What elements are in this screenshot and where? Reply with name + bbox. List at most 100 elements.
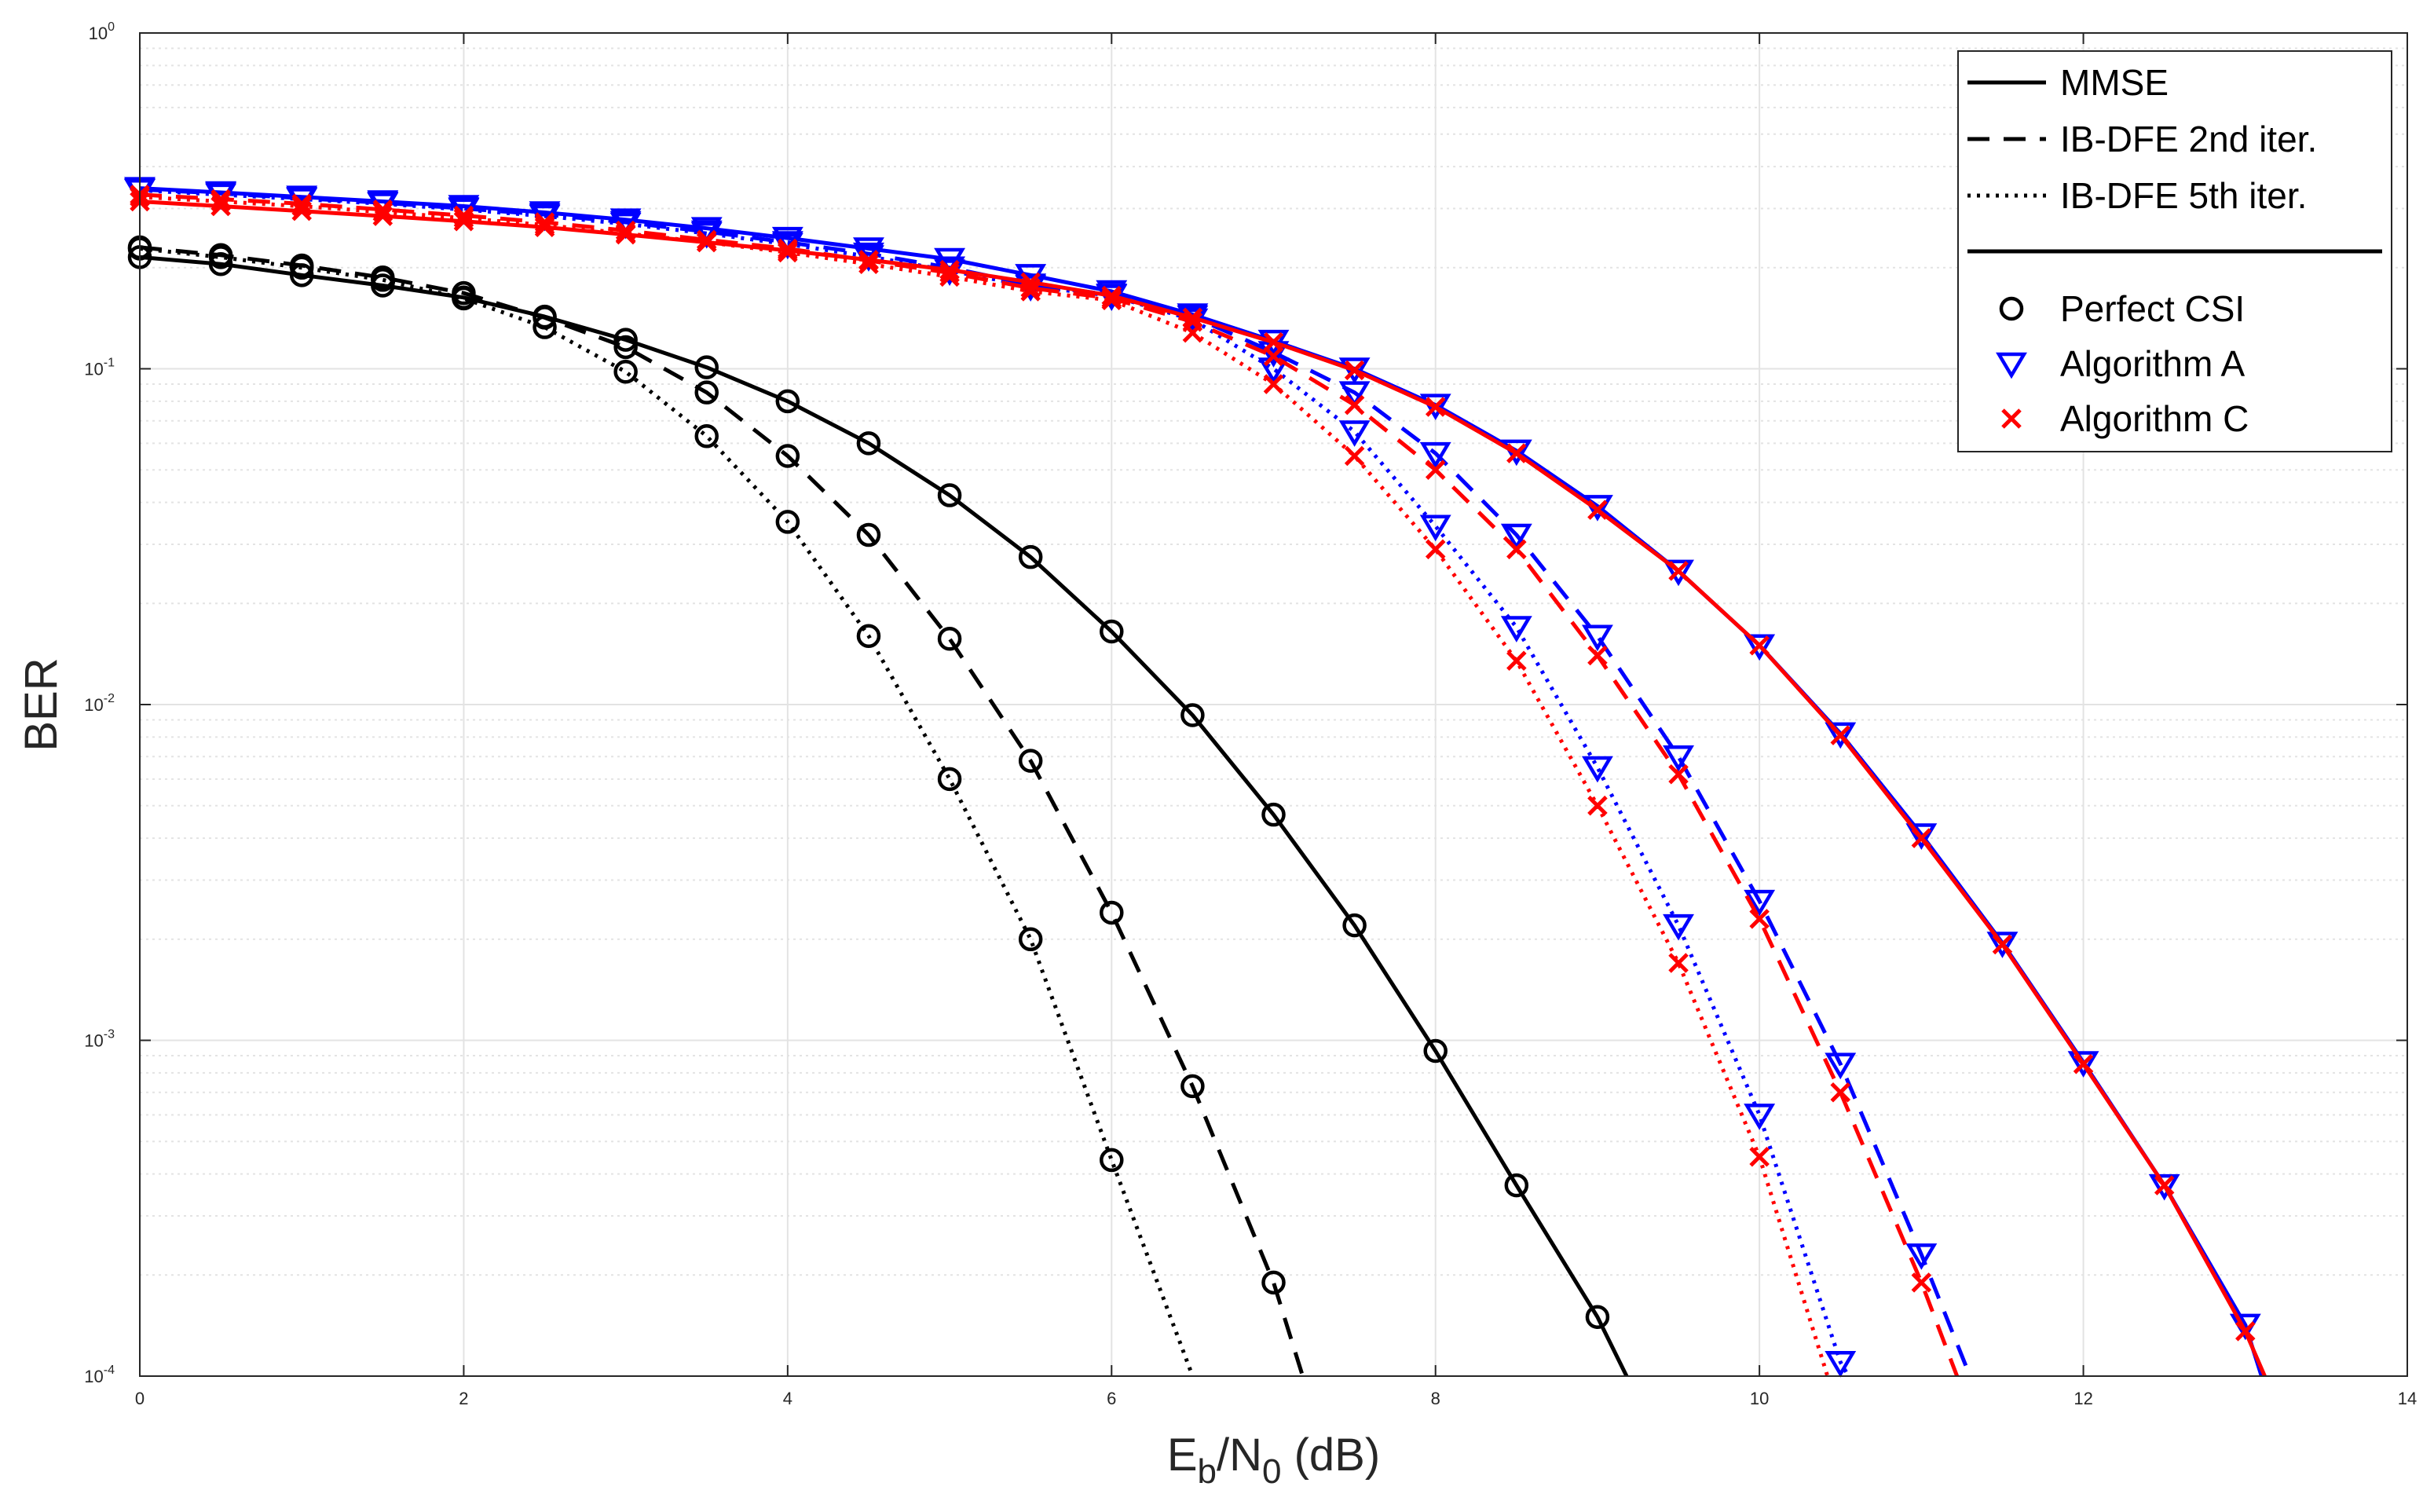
data-point-circle	[1100, 1148, 1124, 1173]
data-point-x	[1749, 909, 1770, 929]
data-point-x	[1425, 397, 1446, 417]
x-axis-title-base: E	[1167, 1430, 1198, 1481]
data-point-x	[1587, 645, 1608, 666]
data-point-triangle	[1986, 932, 2019, 958]
data-point-circle	[937, 627, 962, 651]
x-axis-title: Eb/N0 (dB)	[1167, 1430, 1380, 1491]
series-line	[139, 195, 1830, 1377]
data-point-x	[939, 266, 960, 287]
data-point-circle	[775, 389, 800, 414]
data-point-x	[291, 196, 312, 217]
y-tick-label: 10-3	[84, 1028, 115, 1051]
data-point-circle	[533, 315, 557, 339]
data-point-circle	[1100, 619, 1124, 644]
x-tick-label: 12	[2073, 1389, 2092, 1408]
data-point-triangle	[1744, 634, 1776, 661]
data-point-x	[1587, 500, 1608, 520]
data-point-x	[534, 214, 555, 236]
data-point-x	[1425, 459, 1446, 480]
legend-label: MMSE	[2060, 62, 2169, 103]
y-axis-title: BER	[16, 657, 67, 751]
data-point-x	[1263, 346, 1284, 367]
series-line	[139, 245, 1305, 1377]
data-point-triangle	[1581, 756, 1613, 783]
x-tick-label: 10	[1750, 1389, 1769, 1408]
y-tick-label: 10-2	[84, 692, 115, 715]
data-point-triangle	[1825, 722, 1857, 749]
data-point-circle	[1585, 1305, 1610, 1329]
legend: MMSE IB-DFE 2nd iter. IB-DFE 5th iter. Perf…	[1957, 50, 2392, 452]
data-point-x	[1830, 725, 1851, 745]
data-point-x	[1911, 1272, 1932, 1293]
data-point-circle	[856, 624, 881, 648]
data-point-x	[1344, 394, 1365, 416]
data-point-circle	[1261, 802, 1286, 827]
y-tick-exponent: -4	[104, 1364, 115, 1377]
legend-label: IB-DFE 2nd iter.	[2060, 119, 2317, 159]
data-point-triangle	[771, 226, 803, 254]
data-point-triangle	[1905, 1243, 1938, 1270]
data-point-triangle	[1825, 1053, 1857, 1080]
data-point-x	[1344, 360, 1365, 381]
data-point-x	[1668, 763, 1689, 785]
y-tick-exponent: -1	[104, 357, 115, 370]
y-tick-exponent: -2	[104, 692, 115, 705]
x-tick-label: 4	[783, 1389, 792, 1408]
data-point-triangle	[1825, 1351, 1857, 1378]
data-point-x	[1101, 290, 1122, 311]
series-group	[124, 177, 2267, 1378]
data-point-x	[1749, 1146, 1770, 1167]
data-point-x	[1506, 650, 1527, 672]
data-point-circle	[694, 424, 719, 448]
data-point-circle	[1180, 1074, 1205, 1099]
data-point-x	[696, 232, 717, 253]
x-axis-title-sub2: 0	[1262, 1452, 1281, 1491]
data-point-circle	[937, 767, 962, 792]
data-point-circle	[1018, 749, 1043, 773]
data-point-circle	[1180, 703, 1205, 727]
legend-label: IB-DFE 5th iter.	[2060, 175, 2307, 216]
data-point-circle	[1100, 900, 1124, 925]
data-point-triangle	[1419, 514, 1451, 542]
data-point-circle	[856, 522, 881, 547]
data-point-x	[1506, 443, 1527, 463]
data-point-circle	[694, 380, 719, 405]
data-point-circle	[1423, 1038, 1448, 1064]
series-line	[139, 187, 1972, 1377]
data-point-x	[778, 238, 798, 259]
data-point-x	[1020, 277, 1041, 298]
x-axis-title-mid: /N	[1217, 1430, 1262, 1481]
data-point-triangle	[1338, 381, 1371, 408]
legend-label: Algorithm C	[2060, 398, 2249, 439]
data-point-x	[1668, 561, 1689, 581]
data-point-x	[453, 207, 474, 229]
legend-label: Algorithm A	[2060, 343, 2246, 384]
data-point-circle	[613, 360, 638, 384]
data-point-triangle	[1663, 559, 1694, 587]
x-tick-label: 6	[1107, 1389, 1116, 1408]
series-line	[139, 247, 1195, 1377]
data-point-circle	[1018, 544, 1043, 569]
data-point-x	[1425, 539, 1446, 560]
data-point-x	[1020, 281, 1041, 302]
data-point-triangle	[1500, 616, 1532, 643]
data-point-circle	[1504, 1173, 1529, 1198]
data-point-x	[615, 220, 636, 241]
series-algorithm-c-ib-dfe-5th-iter-	[130, 186, 1830, 1377]
y-tick-base: 10	[84, 1031, 103, 1051]
data-point-triangle	[1500, 523, 1532, 551]
data-point-triangle	[1744, 889, 1776, 917]
data-point-x	[1911, 828, 1932, 848]
data-point-x	[1506, 539, 1527, 560]
data-point-x	[1587, 795, 1608, 816]
legend-marker-x	[2001, 408, 2022, 429]
data-point-circle	[208, 245, 233, 269]
legend-marker-triangle	[1996, 352, 2027, 379]
series-line	[139, 200, 2267, 1377]
data-point-triangle	[1663, 745, 1694, 772]
legend-marker-circle	[1999, 296, 2024, 321]
data-point-triangle	[1744, 1104, 1776, 1130]
